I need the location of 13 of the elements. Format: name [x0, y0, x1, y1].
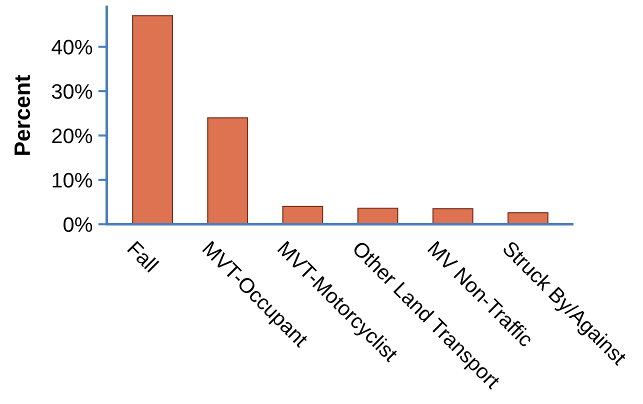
y-tick-label: 20% — [52, 128, 92, 144]
y-tick-label: 0% — [64, 217, 92, 232]
bar — [207, 117, 248, 224]
bar — [432, 208, 474, 224]
y-tick-label: 10% — [52, 172, 92, 188]
y-axis-title: Percent — [14, 75, 30, 155]
bar — [132, 15, 173, 224]
y-tick-label: 40% — [52, 40, 92, 55]
bar — [357, 208, 398, 224]
bar — [508, 212, 548, 224]
bar — [282, 206, 324, 224]
x-tick-label: Fall — [126, 240, 160, 273]
y-tick-label: 30% — [52, 84, 92, 99]
